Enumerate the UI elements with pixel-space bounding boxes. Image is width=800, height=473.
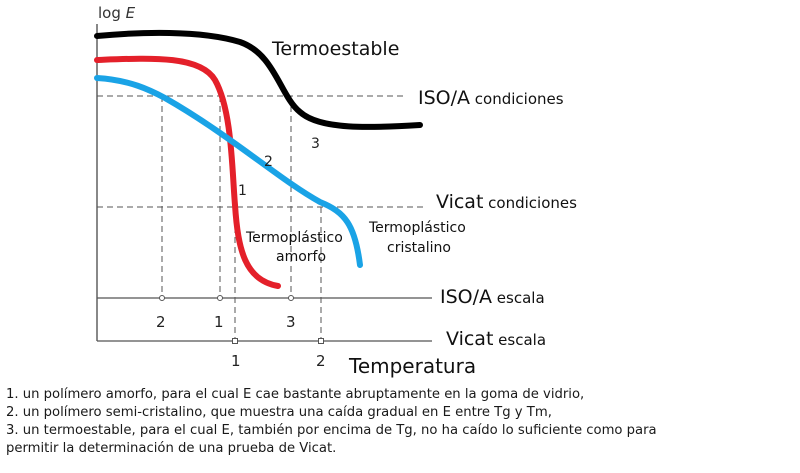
caption-line-2: 2. un polímero semi-cristalino, que mues… [6,405,552,420]
caption-line-4: permitir la determinación de una prueba … [6,441,337,456]
thermoset-curve [94,29,423,130]
iso-tick-label-1: 1 [214,313,224,331]
x-axis-label: Temperatura [348,354,476,378]
vicat-condition-label: Vicat condiciones [436,191,577,213]
iso-tick-marker-3 [288,295,294,301]
amorphous-label-line2: amorfo [276,249,326,265]
vicat-tick-label-1: 1 [231,352,241,370]
y-axis-label: log E [98,4,136,22]
crystalline-number: 2 [264,154,273,170]
vicat-scale-label: Vicat escala [446,328,546,350]
property-diagram: log E Temperatura Termoestable 3 2 1 Ter… [94,4,577,378]
amorphous-number: 1 [238,183,247,199]
crystalline-label: Termoplástico [368,220,466,236]
caption-line-3: 3. un termoestable, para el cual E, tamb… [6,423,657,438]
iso-tick-label-3: 3 [286,313,296,331]
thermoset-label: Termoestable [271,38,399,60]
vicat-tick-marker-1 [232,338,238,344]
amorphous-label: Termoplástico [245,230,343,246]
iso-tick-marker-2 [159,295,165,301]
caption-line-1: 1. un polímero amorfo, para el cual E ca… [6,387,585,402]
amorphous-curve [94,55,281,289]
caption: 1. un polímero amorfo, para el cual E ca… [6,386,796,458]
crystalline-label-line2: cristalino [387,240,451,256]
thermoset-number: 3 [311,136,320,152]
iso-condition-label: ISO/A condiciones [418,87,564,109]
crystalline-curve [94,75,363,268]
vicat-tick-label-2: 2 [316,352,326,370]
iso-tick-label-2: 2 [156,313,166,331]
iso-tick-marker-1 [217,295,223,301]
iso-scale-label: ISO/A escala [440,286,545,308]
vicat-tick-marker-2 [318,338,324,344]
